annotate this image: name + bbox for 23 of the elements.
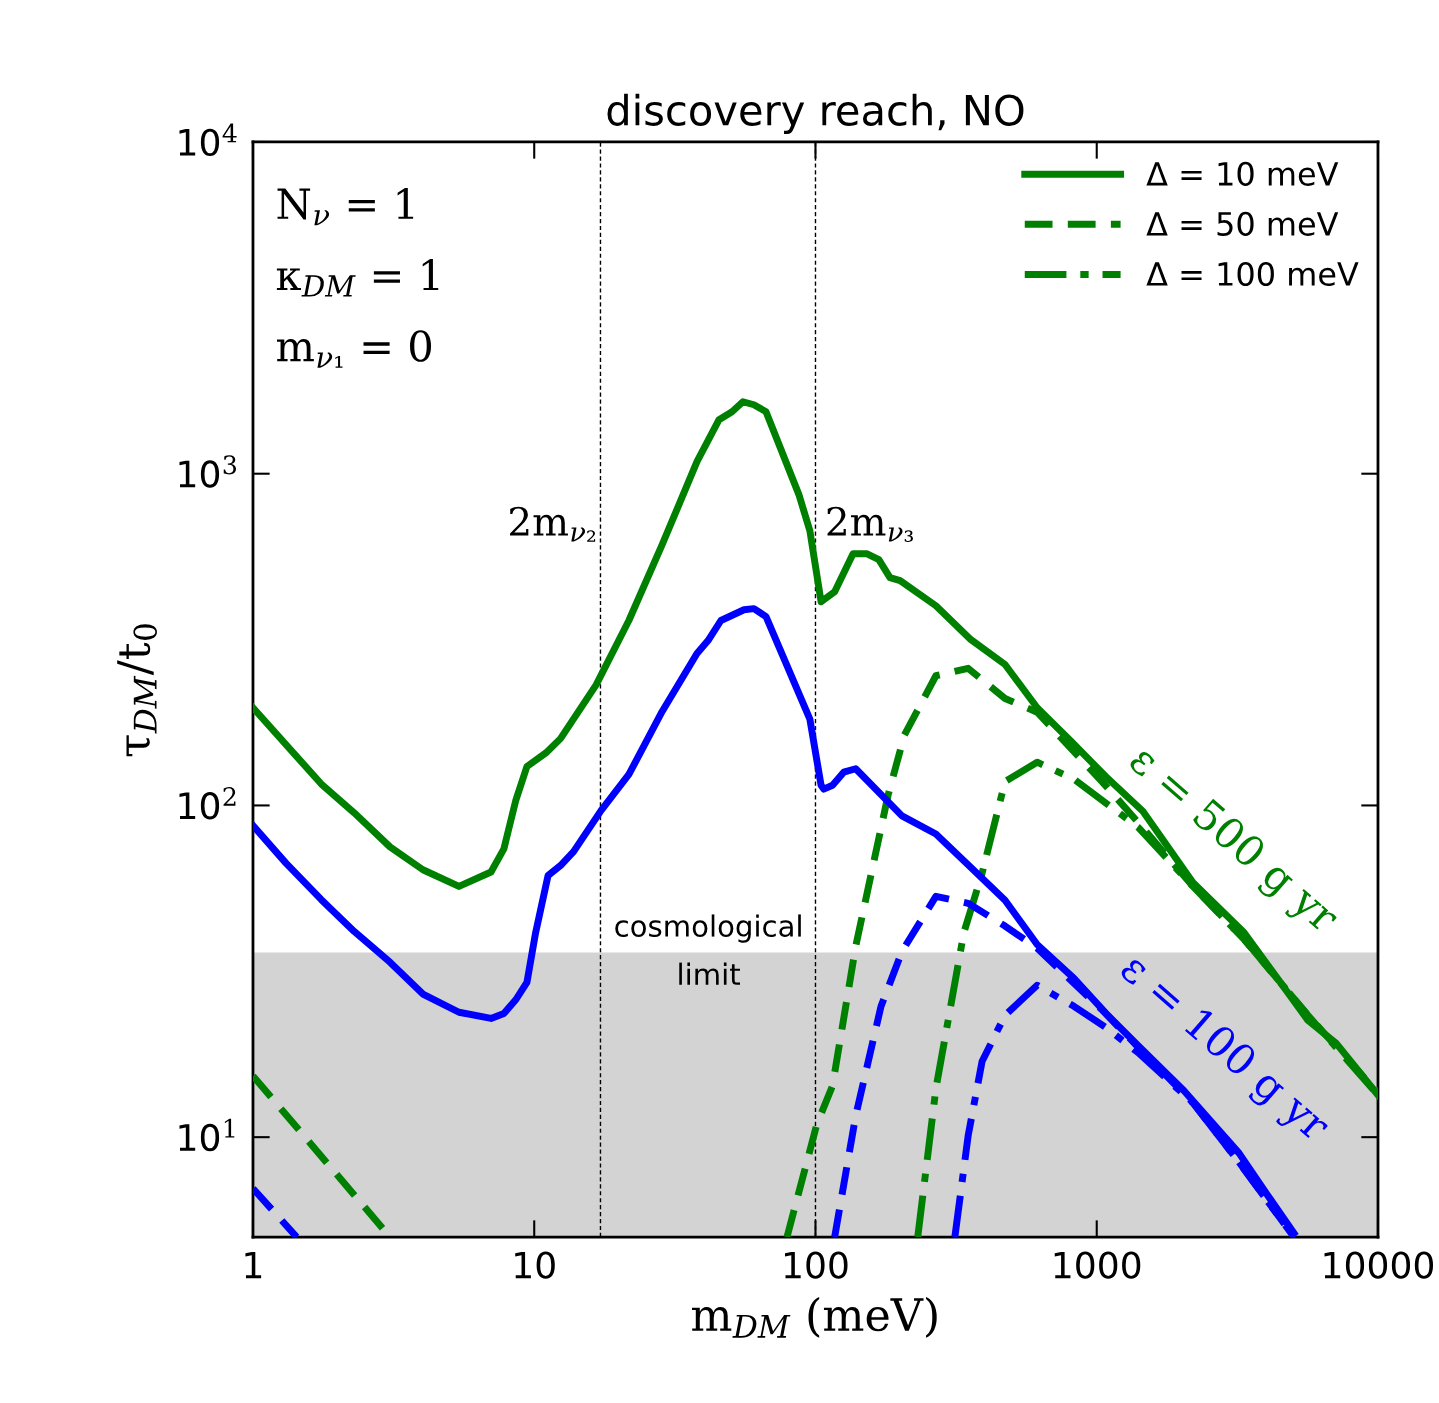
ref-line-label: 2m$_{ν₃}$	[827, 506, 913, 542]
x-tick-label: 10000	[1324, 1251, 1434, 1279]
x-axis-title: m$_{DM}$ (meV)	[691, 1296, 937, 1338]
band-label: cosmological limit	[615, 914, 801, 985]
annotation: ε = 500 g yr	[1122, 742, 1343, 941]
annotation: ε = 100 g yr	[1113, 950, 1334, 1150]
y-axis-title: τ$_{DM}$/t$_{0}$	[117, 624, 157, 757]
y-tick-label: 10$^{3}$	[179, 455, 237, 488]
y-tick-label: 10$^{4}$	[179, 123, 237, 156]
x-tick-label: 1000	[1054, 1251, 1141, 1279]
legend-label: Δ = 10 meV	[1146, 161, 1339, 186]
x-tick-label: 1	[245, 1252, 262, 1279]
x-tick-label: 10	[515, 1251, 555, 1279]
ref-line-label: 2m$_{ν₂}$	[510, 506, 596, 542]
annotation: N$_{ν}$ = 1	[277, 187, 414, 226]
chart-title: discovery reach, NO	[607, 93, 1024, 134]
annotation: m$_{ν₁}$ = 0	[276, 330, 432, 368]
y-tick-label: 10$^{2}$	[179, 787, 236, 820]
y-tick-label: 10$^{1}$	[179, 1118, 235, 1152]
x-tick-label: 100	[784, 1251, 848, 1279]
legend-label: Δ = 50 meV	[1146, 211, 1339, 236]
annotation: κ$_{DM}$ = 1	[276, 259, 439, 297]
legend-label: Δ = 100 meV	[1146, 261, 1359, 287]
